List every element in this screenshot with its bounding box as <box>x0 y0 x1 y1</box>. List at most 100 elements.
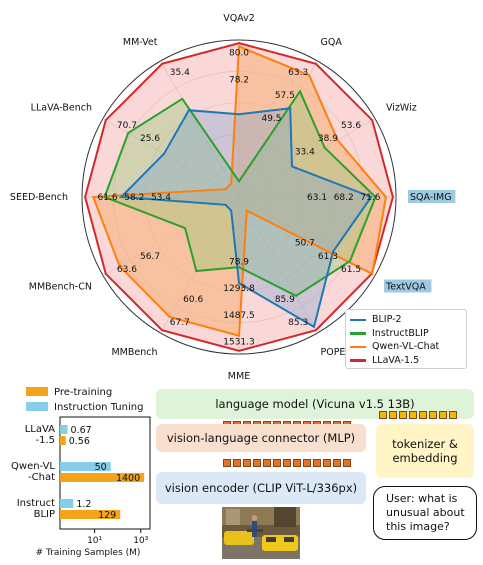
token-square <box>233 459 241 467</box>
radar-value-label: 67.7 <box>170 318 190 328</box>
radar-value-label: 63.3 <box>288 68 308 78</box>
radar-area-instructblip <box>104 91 376 296</box>
token-square <box>419 411 427 419</box>
token-square <box>323 459 331 467</box>
radar-value-label: 71.6 <box>360 193 380 203</box>
legend-item-instructblip: InstructBLIP <box>350 327 466 341</box>
token-square <box>283 459 291 467</box>
radar-value-label: 63.6 <box>117 265 137 275</box>
axis-highlight <box>384 279 432 293</box>
token-square <box>429 411 437 419</box>
radar-axis-label: SQA-IMG <box>410 192 452 203</box>
bar-x-axis-label: # Training Samples (M) <box>36 548 141 558</box>
radar-axis-label: POPE <box>321 347 346 358</box>
radar-value-label: 25.6 <box>140 134 160 144</box>
radar-value-label: 85.3 <box>288 318 308 328</box>
tokenizer-embedding-box: tokenizer & embedding <box>376 424 474 478</box>
bar-category-label: -Chat <box>28 472 55 483</box>
user-prompt-bubble: User: what is unusual about this image? <box>373 486 477 540</box>
bar-value-label: 50 <box>95 462 107 473</box>
radar-value-label: 33.4 <box>295 147 315 157</box>
token-square <box>243 459 251 467</box>
token-square <box>389 411 397 419</box>
radar-value-label: 60.6 <box>183 295 203 305</box>
radar-value-label: 61.5 <box>341 265 361 275</box>
token-square <box>409 411 417 419</box>
bar-value-label: 0.56 <box>69 436 90 447</box>
bar-instruction-tuning <box>60 499 74 508</box>
bar-category-label: -1.5 <box>35 435 55 446</box>
training-samples-bar-chart: Pre-training Instruction Tuning 10¹ 10³ # Tr… <box>11 387 151 558</box>
bar-legend-swatch <box>26 387 48 396</box>
token-square <box>303 459 311 467</box>
text-token-squares-row <box>379 411 457 419</box>
radar-value-label: 1487.5 <box>223 311 255 321</box>
vision-encoder-box: vision encoder (CLIP ViT-L/336px) <box>156 472 366 504</box>
bar-category-label: LLaVA <box>25 424 55 435</box>
token-square <box>449 411 457 419</box>
token-square <box>223 459 231 467</box>
token-square <box>293 459 301 467</box>
token-square <box>399 411 407 419</box>
input-image <box>222 507 300 559</box>
radar-line-qwen-vl-chat <box>91 44 387 337</box>
radar-value-label: 61.6 <box>98 193 118 203</box>
bar-legend-label: Pre-training <box>54 387 112 398</box>
bar-x-tick-label: 10³ <box>133 536 148 546</box>
vision-language-connector-box: vision-language connector (MLP) <box>156 424 366 452</box>
radar-legend: BLIP-2 InstructBLIP Qwen-VL-Chat LLaVA-1… <box>345 309 467 369</box>
radar-value-label: 85.9 <box>275 295 295 305</box>
radar-value-label: 61.3 <box>318 252 338 262</box>
bar-instruction-tuning <box>60 425 68 434</box>
radar-value-label: 63.1 <box>307 193 327 203</box>
bar-value-label: 1.2 <box>76 499 91 510</box>
radar-value-label: 1531.3 <box>223 337 255 347</box>
radar-axis-label: MME <box>228 371 250 380</box>
radar-chart: 80.0 78.2 63.3 57.5 49.5 53.638.933.4 71.6 68.2… <box>10 13 456 380</box>
axis-highlight <box>408 190 456 203</box>
bar-legend-swatch <box>26 402 48 411</box>
radar-value-label: 78.9 <box>229 257 249 267</box>
token-square <box>343 459 351 467</box>
radar-line-llava-1.5 <box>84 42 394 352</box>
radar-axis-label: TextVQA <box>385 282 426 293</box>
bar-pre-training <box>60 510 121 519</box>
bar-value-label: 129 <box>98 510 116 521</box>
token-square <box>263 459 271 467</box>
radar-value-label: 56.7 <box>140 252 160 262</box>
radar-value-label: 50.7 <box>295 239 315 249</box>
token-square <box>253 459 261 467</box>
bar-pre-training <box>60 436 66 445</box>
radar-value-label: 58.2 <box>124 193 144 203</box>
bar-instruction-tuning <box>60 462 111 471</box>
bar-category-label: Qwen-VL <box>11 461 55 472</box>
radar-value-label: 38.9 <box>318 134 338 144</box>
bar-value-label: 0.67 <box>71 425 92 436</box>
bar-category-label: Instruct <box>17 498 55 509</box>
radar-value-label: 80.0 <box>229 49 249 59</box>
token-square <box>313 459 321 467</box>
radar-axis-label: MMBench <box>111 347 157 358</box>
radar-value-label: 68.2 <box>334 193 354 203</box>
radar-axis-label: VQAv2 <box>223 13 255 24</box>
bar-category-label: BLIP <box>34 509 55 520</box>
radar-axis-label: MMBench-CN <box>29 282 92 293</box>
radar-line-instructblip <box>103 89 377 297</box>
bar-x-tick-label: 10¹ <box>87 536 102 546</box>
token-square <box>333 459 341 467</box>
visual-token-squares-row <box>223 459 351 467</box>
radar-value-label: 70.7 <box>117 121 137 131</box>
bar-value-label: 1400 <box>116 473 140 484</box>
radar-value-label: 49.5 <box>261 114 281 124</box>
radar-value-label: 53.4 <box>151 193 171 203</box>
legend-item-blip2: BLIP-2 <box>350 313 466 327</box>
radar-value-label: 1293.8 <box>223 284 255 294</box>
token-square <box>273 459 281 467</box>
bar-pre-training <box>60 473 145 482</box>
radar-line-blip-2 <box>118 107 373 329</box>
radar-value-label: 35.4 <box>170 68 190 78</box>
radar-axis-label: VizWiz <box>386 103 417 114</box>
radar-axis-label: GQA <box>321 37 343 48</box>
radar-axis-label: MM-Vet <box>123 37 158 48</box>
radar-value-label: 53.6 <box>341 121 361 131</box>
